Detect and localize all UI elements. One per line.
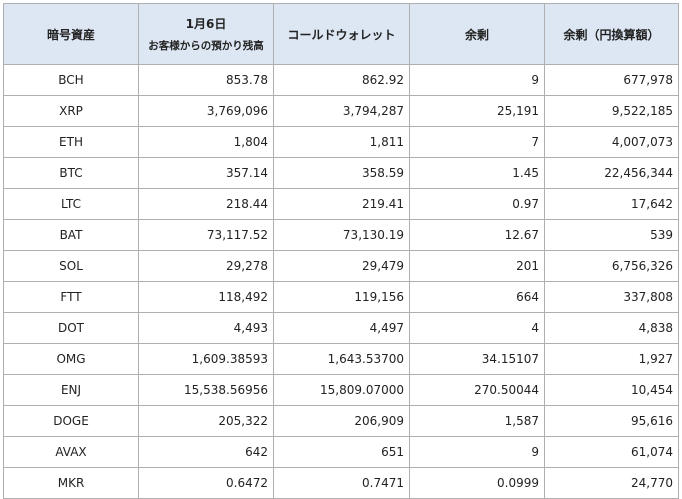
cell-surplus: 9 [409, 436, 545, 468]
cell-deposits: 3,769,096 [138, 95, 274, 127]
cell-deposits: 1,609.38593 [138, 343, 274, 375]
cell-asset: ENJ [3, 374, 139, 406]
header-deposits-label: お客様からの預かり残高 [148, 40, 264, 52]
cell-cold-wallet: 73,130.19 [273, 219, 410, 251]
table-row: OMG 1,609.38593 1,643.53700 34.15107 1,927 [3, 343, 679, 375]
cell-surplus-jpy: 95,616 [544, 405, 679, 437]
cell-cold-wallet: 119,156 [273, 281, 410, 313]
cell-cold-wallet: 0.7471 [273, 467, 410, 499]
cell-cold-wallet: 4,497 [273, 312, 410, 344]
cell-surplus: 664 [409, 281, 545, 313]
cell-surplus: 9 [409, 64, 545, 96]
table-row: XRP 3,769,096 3,794,287 25,191 9,522,185 [3, 95, 679, 127]
cell-surplus-jpy: 61,074 [544, 436, 679, 468]
table-row: BAT 73,117.52 73,130.19 12.67 539 [3, 219, 679, 251]
cell-surplus-jpy: 677,978 [544, 64, 679, 96]
cell-surplus-jpy: 22,456,344 [544, 157, 679, 189]
header-cold-wallet: コールドウォレット [273, 3, 410, 65]
cell-surplus-jpy: 9,522,185 [544, 95, 679, 127]
cell-asset: BTC [3, 157, 139, 189]
table-row: MKR 0.6472 0.7471 0.0999 24,770 [3, 467, 679, 499]
table-row: SOL 29,278 29,479 201 6,756,326 [3, 250, 679, 282]
cell-surplus: 4 [409, 312, 545, 344]
cell-cold-wallet: 15,809.07000 [273, 374, 410, 406]
cell-deposits: 1,804 [138, 126, 274, 158]
header-row: 暗号資産 1月6日 お客様からの預かり残高 コールドウォレット 余剰 余剰（円換… [3, 3, 679, 65]
cell-asset: ETH [3, 126, 139, 158]
cell-cold-wallet: 358.59 [273, 157, 410, 189]
cell-asset: AVAX [3, 436, 139, 468]
cell-surplus-jpy: 4,838 [544, 312, 679, 344]
reserve-table: 暗号資産 1月6日 お客様からの預かり残高 コールドウォレット 余剰 余剰（円換… [3, 3, 679, 499]
cell-deposits: 73,117.52 [138, 219, 274, 251]
cell-cold-wallet: 1,643.53700 [273, 343, 410, 375]
cell-asset: BCH [3, 64, 139, 96]
cell-cold-wallet: 651 [273, 436, 410, 468]
cell-cold-wallet: 1,811 [273, 126, 410, 158]
cell-surplus-jpy: 10,454 [544, 374, 679, 406]
cell-deposits: 853.78 [138, 64, 274, 96]
cell-surplus: 0.0999 [409, 467, 545, 499]
cell-surplus: 0.97 [409, 188, 545, 220]
cell-surplus: 1,587 [409, 405, 545, 437]
table-row: AVAX 642 651 9 61,074 [3, 436, 679, 468]
cell-surplus: 270.50044 [409, 374, 545, 406]
table-row: LTC 218.44 219.41 0.97 17,642 [3, 188, 679, 220]
table-row: DOT 4,493 4,497 4 4,838 [3, 312, 679, 344]
cell-cold-wallet: 3,794,287 [273, 95, 410, 127]
table-row: BCH 853.78 862.92 9 677,978 [3, 64, 679, 96]
cell-asset: OMG [3, 343, 139, 375]
cell-deposits: 4,493 [138, 312, 274, 344]
cell-surplus: 25,191 [409, 95, 545, 127]
cell-deposits: 642 [138, 436, 274, 468]
cell-surplus-jpy: 4,007,073 [544, 126, 679, 158]
cell-deposits: 15,538.56956 [138, 374, 274, 406]
cell-surplus-jpy: 1,927 [544, 343, 679, 375]
cell-asset: MKR [3, 467, 139, 499]
cell-deposits: 205,322 [138, 405, 274, 437]
table-row: ETH 1,804 1,811 7 4,007,073 [3, 126, 679, 158]
cell-surplus-jpy: 17,642 [544, 188, 679, 220]
cell-deposits: 118,492 [138, 281, 274, 313]
cell-surplus: 7 [409, 126, 545, 158]
cell-surplus: 201 [409, 250, 545, 282]
cell-cold-wallet: 29,479 [273, 250, 410, 282]
header-deposits: 1月6日 お客様からの預かり残高 [138, 3, 274, 65]
cell-deposits: 29,278 [138, 250, 274, 282]
table-row: FTT 118,492 119,156 664 337,808 [3, 281, 679, 313]
cell-surplus-jpy: 539 [544, 219, 679, 251]
cell-deposits: 218.44 [138, 188, 274, 220]
cell-asset: XRP [3, 95, 139, 127]
cell-deposits: 357.14 [138, 157, 274, 189]
cell-asset: SOL [3, 250, 139, 282]
cell-surplus: 34.15107 [409, 343, 545, 375]
cell-cold-wallet: 862.92 [273, 64, 410, 96]
cell-deposits: 0.6472 [138, 467, 274, 499]
cell-surplus-jpy: 24,770 [544, 467, 679, 499]
header-surplus-jpy: 余剰（円換算額） [544, 3, 679, 65]
header-date: 1月6日 [185, 17, 227, 31]
header-surplus: 余剰 [409, 3, 545, 65]
table-row: ENJ 15,538.56956 15,809.07000 270.50044 10,4… [3, 374, 679, 406]
cell-surplus: 12.67 [409, 219, 545, 251]
cell-surplus-jpy: 6,756,326 [544, 250, 679, 282]
cell-asset: BAT [3, 219, 139, 251]
table-row: BTC 357.14 358.59 1.45 22,456,344 [3, 157, 679, 189]
cell-asset: DOGE [3, 405, 139, 437]
cell-cold-wallet: 206,909 [273, 405, 410, 437]
cell-cold-wallet: 219.41 [273, 188, 410, 220]
cell-asset: LTC [3, 188, 139, 220]
table-row: DOGE 205,322 206,909 1,587 95,616 [3, 405, 679, 437]
cell-surplus: 1.45 [409, 157, 545, 189]
cell-surplus-jpy: 337,808 [544, 281, 679, 313]
header-asset: 暗号資産 [3, 3, 139, 65]
cell-asset: FTT [3, 281, 139, 313]
cell-asset: DOT [3, 312, 139, 344]
